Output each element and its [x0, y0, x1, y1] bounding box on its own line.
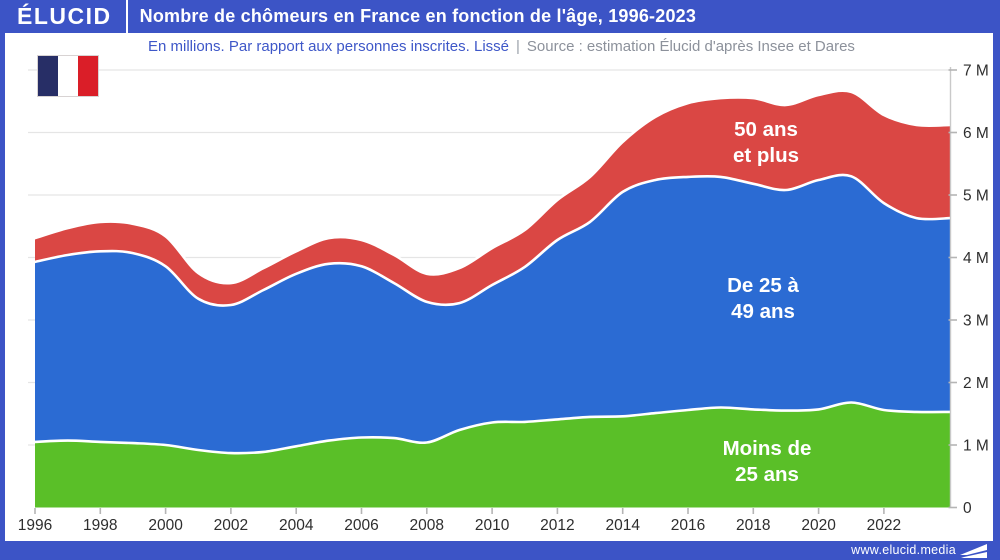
series-label: Moins de 25 ans [723, 437, 812, 486]
x-tick-label: 2006 [344, 517, 378, 534]
x-tick-label: 2018 [736, 517, 770, 534]
frame-border-left [0, 33, 5, 541]
x-tick-label: 2022 [867, 517, 901, 534]
x-tick-label: 2010 [475, 517, 510, 534]
y-tick-label: 3 M [963, 313, 989, 330]
y-tick-label: 2 M [963, 375, 989, 392]
subtitle-line: En millions. Par rapport aux personnes i… [148, 38, 855, 55]
boundary-line [33, 173, 952, 307]
page-title: Nombre de chômeurs en France en fonction… [139, 6, 697, 26]
boundary-line [33, 401, 952, 455]
boundary-line [33, 89, 952, 285]
flag-stripe-white [58, 56, 78, 96]
subtitle-source: Source : estimation Élucid d'après Insee… [526, 38, 855, 55]
area-moins-de-25-ans [35, 402, 951, 508]
y-tick-label: 7 M [963, 63, 989, 80]
x-tick-label: 2012 [540, 517, 574, 534]
x-tick-label: 2000 [148, 517, 183, 534]
frame-border-right [993, 33, 1000, 541]
x-tick-label: 1996 [18, 517, 52, 534]
series-label: De 25 à 49 ans [727, 274, 799, 323]
subtitle-note: En millions. Par rapport aux personnes i… [148, 38, 509, 55]
x-tick-label: 1998 [83, 517, 117, 534]
flag-stripe-red [78, 56, 98, 96]
x-tick-label: 2020 [801, 517, 836, 534]
y-tick-label: 0 [963, 500, 972, 517]
x-tick-label: 2016 [671, 517, 705, 534]
x-tick-label: 2014 [605, 517, 640, 534]
y-tick-label: 4 M [963, 250, 989, 267]
header-divider [125, 0, 128, 33]
x-tick-label: 2004 [279, 517, 314, 534]
series-label: 50 ans et plus [733, 118, 799, 167]
x-tick-label: 2008 [410, 517, 444, 534]
header-bar: ÉLUCID Nombre de chômeurs en France en f… [0, 0, 1000, 33]
elucid-flag-icon [960, 544, 987, 558]
footer-bar: www.elucid.media [0, 541, 1000, 560]
subtitle-separator: | [516, 38, 520, 55]
y-tick-label: 1 M [963, 438, 989, 455]
x-tick-label: 2002 [214, 517, 248, 534]
brand-logo: ÉLUCID [17, 3, 112, 29]
french-flag-icon [37, 55, 99, 97]
footer-link[interactable]: www.elucid.media [851, 543, 956, 557]
flag-stripe-blue [38, 56, 58, 96]
y-tick-label: 6 M [963, 125, 989, 142]
y-tick-label: 5 M [963, 188, 989, 205]
